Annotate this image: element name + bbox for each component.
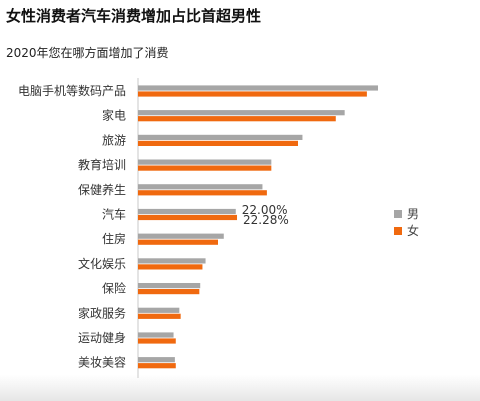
bar-female-9 (138, 313, 181, 319)
bar-male-9 (138, 307, 180, 313)
category-label: 家电 (102, 108, 126, 123)
legend-label-1: 女 (407, 223, 419, 238)
bar-female-3 (138, 165, 272, 171)
bottom-shadow (0, 375, 480, 401)
bar-male-7 (138, 258, 206, 264)
bar-female-6 (138, 239, 218, 245)
bar-male-3 (138, 159, 272, 165)
category-label: 住房 (102, 231, 126, 246)
category-label: 保健养生 (78, 182, 126, 197)
category-label: 运动健身 (78, 330, 126, 345)
category-label: 家政服务 (78, 305, 126, 320)
bar-male-6 (138, 233, 224, 239)
legend-label-0: 男 (407, 207, 419, 221)
category-label: 电脑手机等数码产品 (18, 83, 126, 98)
bar-female-4 (138, 190, 267, 196)
bar-female-0 (138, 91, 367, 97)
chart-subtitle: 2020年您在哪方面增加了消费 (6, 46, 169, 60)
data-label-1: 22.28% (243, 213, 289, 227)
bar-female-7 (138, 264, 203, 270)
category-label: 旅游 (102, 133, 126, 147)
bar-male-4 (138, 184, 263, 190)
bar-male-10 (138, 332, 174, 338)
category-label: 美妆美容 (78, 355, 126, 370)
category-label: 文化娱乐 (78, 256, 126, 271)
bar-female-5 (138, 214, 238, 221)
category-label: 汽车 (102, 207, 126, 222)
bar-female-8 (138, 289, 200, 295)
bar-male-11 (138, 357, 175, 363)
category-label: 保险 (102, 281, 126, 296)
legend-swatch-1 (394, 227, 402, 235)
bar-male-0 (138, 85, 378, 91)
bar-female-10 (138, 338, 176, 344)
bar-male-2 (138, 134, 303, 140)
data-label-0: 22.00% (242, 203, 288, 217)
category-label: 教育培训 (78, 157, 126, 172)
bar-female-1 (138, 116, 336, 122)
bar-female-2 (138, 140, 298, 146)
bar-female-11 (138, 363, 176, 369)
bar-male-1 (138, 110, 345, 116)
legend-swatch-0 (394, 210, 402, 218)
bar-male-8 (138, 283, 201, 289)
chart-title: 女性消费者汽车消费增加占比首超男性 (6, 7, 262, 25)
bar-male-5 (138, 208, 236, 215)
